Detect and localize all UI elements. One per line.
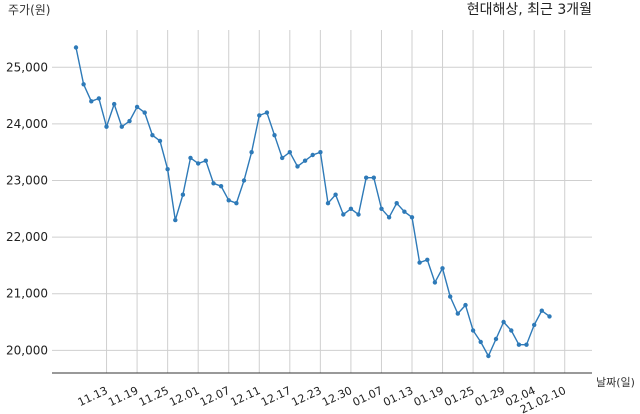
data-point [211,181,216,186]
y-axis-label: 주가(원) [8,3,50,17]
data-point [417,260,422,265]
data-point [348,206,354,211]
data-point [371,175,376,180]
data-point [341,212,346,217]
data-point [386,215,392,220]
x-tick-label: 01.29 [473,384,507,409]
data-point [264,110,270,115]
grid-lines [52,30,592,373]
data-point [134,104,140,110]
x-tick-label: 12.17 [259,384,293,409]
data-point [524,342,529,347]
data-point [318,150,323,155]
y-tick-labels: 20,000 21,000 22,000 23,000 24,000 25,000 [6,60,48,357]
data-point [310,152,315,158]
x-tick-label: 01.19 [412,384,446,409]
data-point [295,164,300,169]
y-tick-label: 20,000 [6,343,48,357]
data-point [516,342,522,347]
data-point [165,167,170,172]
y-tick-label: 25,000 [6,60,48,74]
data-point [188,155,193,161]
data-point [173,217,178,223]
x-tick-label: 12.23 [290,384,324,409]
x-tick-label: 12.07 [198,384,232,409]
y-tick-label: 24,000 [6,117,48,131]
data-point [234,201,239,206]
x-tick-label: 01.07 [351,384,385,409]
y-tick-label: 23,000 [6,174,48,188]
data-point [104,124,109,129]
data-point [127,118,132,124]
price-series-line [75,47,550,358]
data-point [364,175,369,180]
data-point [547,314,552,319]
chart-title: 현대해상, 최근 3개월 [467,2,592,18]
data-point [112,101,117,107]
data-point [203,158,208,163]
x-tick-label: 11.19 [106,384,140,409]
data-point [226,198,231,203]
data-point [96,96,102,101]
data-point [302,158,308,163]
data-point [150,133,155,138]
data-point [486,353,491,359]
data-point [218,184,224,189]
x-tick-labels: 11.1311.1911.2512.0112.0712.1112.1712.23… [76,384,568,414]
data-point [478,339,483,345]
data-point [470,328,476,333]
x-tick-label: 01.25 [442,384,476,409]
data-point [463,302,468,308]
data-point [73,45,79,50]
x-tick-label: 11.25 [137,384,171,409]
price-series-points [73,45,552,359]
data-point [257,113,262,118]
data-point [501,319,506,325]
data-point [287,150,292,155]
data-point [493,336,499,342]
data-point [394,201,399,206]
data-point [409,215,415,220]
x-tick-label: 01.13 [381,384,415,409]
x-tick-label: 12.11 [228,384,262,409]
data-point [432,280,438,285]
y-tick-label: 21,000 [6,287,48,301]
data-point [440,266,445,271]
data-point [272,133,277,138]
data-point [325,201,331,206]
data-point [157,138,163,144]
data-point [81,82,86,87]
x-tick-label: 12.30 [320,384,354,409]
data-point [180,192,186,197]
data-point [532,322,537,328]
data-point [402,209,407,214]
data-point [249,150,254,155]
data-point [509,328,514,333]
x-tick-label: 12.01 [167,384,201,409]
x-axis-label: 날짜(일) [596,375,635,389]
data-point [196,161,201,166]
data-point [241,178,247,183]
data-point [333,192,338,197]
data-point [425,257,430,262]
x-tick-label: 11.13 [76,384,110,409]
data-point [119,124,125,129]
y-tick-label: 22,000 [6,230,48,244]
data-point [539,308,544,313]
data-point [448,294,453,299]
data-point [142,110,147,115]
data-point [379,206,384,211]
data-point [280,155,285,161]
data-point [455,311,460,316]
data-point [356,212,361,217]
data-point [89,99,94,104]
